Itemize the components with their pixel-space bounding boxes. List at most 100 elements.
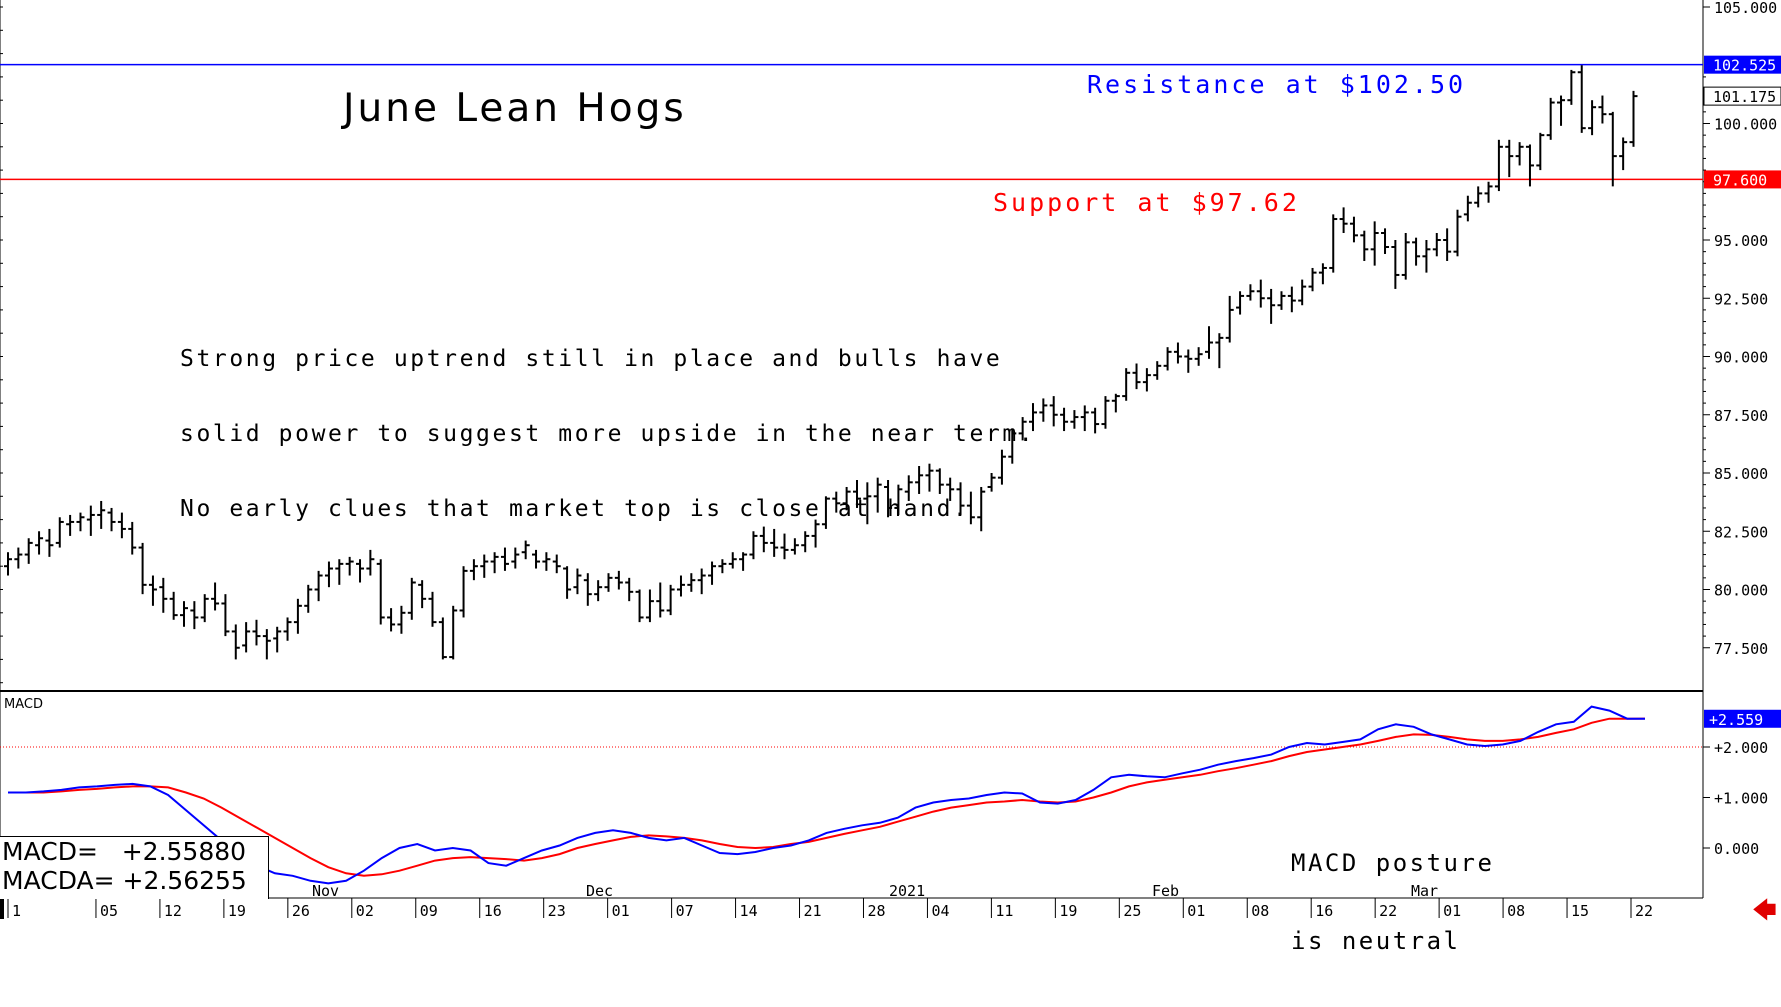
ohlc-bar	[801, 531, 810, 553]
ohlc-bar	[728, 552, 737, 569]
chart-canvas: 77.500 80.000 82.500 85.000 87.500 90.000 92.5…	[0, 0, 1781, 920]
ohlc-bar	[1153, 361, 1162, 380]
ohlc-bar	[376, 559, 385, 625]
ohlc-bar	[1318, 263, 1327, 285]
ohlc-bar	[211, 582, 220, 611]
ohlc-bar	[1018, 417, 1027, 441]
ohlc-bar	[449, 605, 458, 660]
x-tick-label: 01	[1187, 902, 1205, 920]
ohlc-bar	[356, 559, 365, 583]
ohlc-bar	[480, 554, 489, 578]
ohlc-bar	[1360, 230, 1369, 261]
scroll-left-arrow-icon[interactable]: 🡄	[1752, 896, 1777, 924]
ohlc-bar	[790, 538, 799, 555]
y-tick-label: 100.000	[1714, 116, 1777, 134]
macd-note-line: MACD posture	[1291, 849, 1495, 877]
ohlc-bar	[811, 519, 820, 548]
ohlc-bar	[1391, 240, 1400, 289]
macd-y-tick-label: +1.000	[1714, 790, 1768, 808]
ohlc-bar	[676, 575, 685, 597]
ohlc-bar	[1567, 69, 1576, 105]
ohlc-bar	[1432, 233, 1441, 257]
ohlc-bar	[852, 479, 861, 508]
x-tick-label: 28	[867, 902, 885, 920]
ohlc-bar	[1008, 428, 1017, 464]
ohlc-bar	[1588, 100, 1597, 136]
ohlc-bar	[925, 463, 934, 492]
ohlc-bar	[1142, 368, 1151, 392]
ohlc-bar	[1256, 279, 1265, 308]
ohlc-bar	[35, 531, 44, 555]
ohlc-bar	[397, 605, 406, 634]
x-tick-label: 12	[164, 902, 182, 920]
resistance-label: Resistance at $102.50	[1087, 70, 1467, 99]
ohlc-bar	[221, 594, 230, 637]
ohlc-bar	[780, 533, 789, 560]
macd-series-macda	[8, 717, 1646, 877]
ohlc-bar	[532, 549, 541, 569]
ohlc-bar	[500, 547, 509, 571]
x-tick-label: 08	[1507, 902, 1525, 920]
ohlc-bar	[66, 514, 75, 536]
macd-value: MACD= +2.55880	[2, 837, 247, 866]
ohlc-bar	[521, 540, 530, 560]
ohlc-bar	[1463, 195, 1472, 222]
ohlc-bar	[1132, 363, 1141, 390]
ohlc-bar	[1277, 291, 1286, 310]
ohlc-bar	[1505, 139, 1514, 178]
ohlc-bar	[1122, 368, 1131, 401]
ohlc-bar	[821, 496, 830, 529]
ohlc-bar	[231, 624, 240, 660]
ohlc-bar	[687, 573, 696, 592]
x-tick-label: 11	[995, 902, 1013, 920]
ohlc-bar	[1070, 410, 1079, 429]
month-label: Nov	[312, 882, 339, 900]
y-tick-label: 77.500	[1714, 640, 1768, 658]
analysis-comment: Strong price uptrend still in place and …	[180, 297, 1035, 572]
ohlc-bar	[542, 552, 551, 571]
month-label: 2021	[889, 882, 925, 900]
support-tag	[1704, 170, 1781, 189]
comment-line: Strong price uptrend still in place and …	[180, 346, 1003, 372]
macd-value-tag	[1704, 709, 1781, 728]
ohlc-bar	[128, 521, 137, 555]
x-tick-label: 05	[100, 902, 118, 920]
ohlc-bar	[863, 482, 872, 525]
resistance-tag-label: 102.525	[1713, 57, 1776, 75]
y-tick-label: 85.000	[1714, 465, 1768, 483]
ohlc-bar	[438, 617, 447, 660]
ohlc-bar	[915, 466, 924, 494]
ohlc-bar	[159, 577, 168, 613]
ohlc-bar	[1608, 111, 1617, 187]
macd-series-macd	[8, 705, 1646, 885]
y-tick-label: 82.500	[1714, 523, 1768, 541]
x-tick-label: 16	[484, 902, 502, 920]
ohlc-bar	[935, 468, 944, 494]
ohlc-bar	[614, 570, 623, 590]
ohlc-bar	[1453, 209, 1462, 257]
ohlc-bar	[459, 566, 468, 618]
ohlc-bar	[1339, 207, 1348, 234]
ohlc-bar	[759, 526, 768, 553]
ohlc-bar	[1557, 95, 1566, 126]
ohlc-bar	[418, 580, 427, 609]
x-tick-label: 15	[1571, 902, 1589, 920]
ohlc-bar	[490, 552, 499, 574]
x-tick-label: 02	[356, 902, 374, 920]
ohlc-bar	[1205, 326, 1214, 359]
resistance-tag	[1704, 55, 1781, 74]
ohlc-bar	[55, 517, 64, 548]
ohlc-bar	[252, 619, 261, 646]
ohlc-bar	[1225, 295, 1234, 343]
ohlc-bar	[583, 573, 592, 606]
y-tick-label: 80.000	[1714, 582, 1768, 600]
x-tick-label: 19	[1059, 902, 1077, 920]
ohlc-bar	[262, 629, 271, 660]
y-tick-label: 90.000	[1714, 349, 1768, 367]
ohlc-bar	[107, 507, 116, 532]
x-tick-label: 26	[292, 902, 310, 920]
ohlc-bar	[1194, 347, 1203, 366]
ohlc-bar	[946, 477, 955, 501]
x-tick-label: 01	[1443, 902, 1461, 920]
ohlc-bar	[1039, 398, 1048, 422]
